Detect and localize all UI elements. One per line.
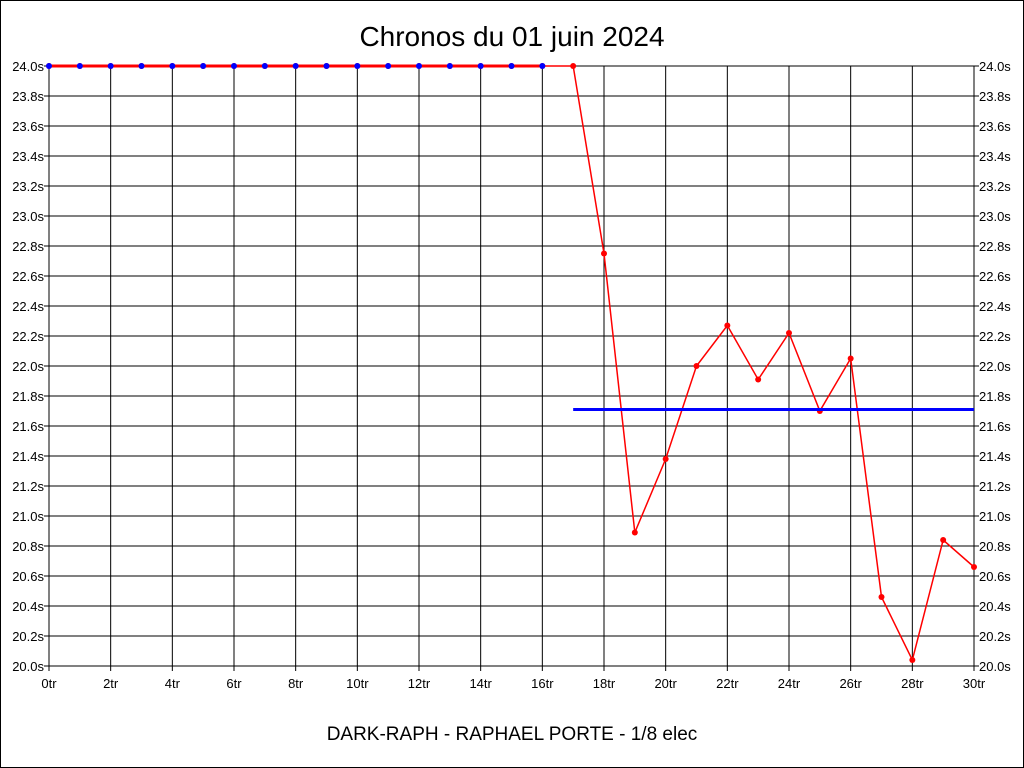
blue-point-top	[447, 63, 453, 69]
lap-time-point	[909, 657, 916, 663]
blue-point-top	[354, 63, 360, 69]
lap-time-point	[786, 330, 792, 336]
y-tick-label-right: 20.4s	[979, 599, 1011, 614]
chart-title: Chronos du 01 juin 2024	[359, 21, 664, 52]
y-tick-label-right: 21.6s	[979, 419, 1011, 434]
x-tick-label: 0tr	[41, 676, 57, 691]
blue-point-top	[139, 63, 144, 69]
y-tick-label-left: 24.0s	[12, 59, 44, 74]
series-layer	[46, 63, 977, 663]
x-tick-label: 2tr	[103, 676, 119, 691]
lap-time-point	[724, 322, 731, 329]
y-tick-label-left: 20.0s	[12, 659, 44, 674]
y-tick-label-right: 22.6s	[979, 269, 1011, 284]
lap-time-point	[570, 63, 577, 69]
y-tick-label-right: 22.8s	[979, 239, 1011, 254]
blue-point-top	[108, 63, 114, 69]
lap-time-point	[940, 537, 947, 543]
y-tick-label-right: 21.2s	[979, 479, 1011, 494]
x-tick-label: 20tr	[654, 676, 677, 691]
lap-time-point	[662, 456, 669, 462]
blue-point-top	[509, 63, 514, 69]
blue-point-top	[539, 63, 545, 69]
x-tick-label: 4tr	[165, 676, 181, 691]
x-tick-label: 24tr	[778, 676, 801, 691]
lap-time-point	[631, 529, 638, 536]
y-tick-label-left: 21.4s	[12, 449, 44, 464]
lap-time-point	[601, 250, 607, 257]
y-tick-label-left: 21.2s	[12, 479, 44, 494]
y-tick-label-right: 20.8s	[979, 539, 1011, 554]
y-tick-label-right: 20.2s	[979, 629, 1011, 644]
y-tick-label-left: 23.8s	[12, 89, 44, 104]
lap-time-line	[49, 65, 975, 663]
blue-point-top	[324, 63, 329, 69]
lap-time-point	[971, 564, 977, 570]
y-tick-label-left: 22.0s	[12, 359, 44, 374]
lap-time-point	[693, 363, 700, 369]
lap-time-point	[847, 355, 854, 362]
y-tick-label-right: 21.0s	[979, 509, 1011, 524]
y-tick-label-right: 22.0s	[979, 359, 1011, 374]
y-tick-label-right: 23.8s	[979, 89, 1011, 104]
blue-point-top	[169, 63, 175, 69]
y-tick-label-left: 22.8s	[12, 239, 44, 254]
chart-footer: DARK-RAPH - RAPHAEL PORTE - 1/8 elec	[327, 724, 698, 745]
y-tick-label-right: 22.4s	[979, 299, 1011, 314]
y-tick-label-left: 22.4s	[12, 299, 44, 314]
x-tick-label: 10tr	[346, 676, 369, 691]
y-tick-label-left: 23.6s	[12, 119, 44, 134]
x-tick-label: 14tr	[469, 676, 492, 691]
blue-point-top	[293, 63, 299, 69]
y-tick-label-left: 23.4s	[12, 149, 44, 164]
y-tick-label-right: 21.8s	[979, 389, 1011, 404]
blue-point-top	[77, 63, 83, 69]
y-tick-label-left: 20.8s	[12, 539, 44, 554]
lap-time-point	[755, 376, 762, 383]
axis-ticks: 20.0s 20.0s 20.2s 20.2s 20.4s 20.4s 20.6s 20.6s…	[12, 59, 1011, 691]
y-tick-label-left: 23.0s	[12, 209, 44, 224]
y-tick-label-right: 23.4s	[979, 149, 1011, 164]
x-tick-label: 16tr	[531, 676, 554, 691]
x-tick-label: 12tr	[408, 676, 431, 691]
y-tick-label-right: 23.2s	[979, 179, 1011, 194]
y-tick-label-left: 23.2s	[12, 179, 44, 194]
x-tick-label: 26tr	[839, 676, 862, 691]
y-tick-label-left: 22.2s	[12, 329, 44, 344]
y-tick-label-right: 23.0s	[979, 209, 1011, 224]
blue-point-top	[416, 63, 422, 69]
y-tick-label-left: 21.6s	[12, 419, 44, 434]
blue-point-top	[478, 63, 484, 69]
y-tick-label-right: 23.6s	[979, 119, 1011, 134]
y-tick-label-left: 20.2s	[12, 629, 44, 644]
lap-time-point	[878, 594, 885, 600]
blue-point-top	[46, 63, 52, 69]
y-tick-label-left: 20.4s	[12, 599, 44, 614]
grid	[48, 65, 975, 667]
y-tick-label-right: 24.0s	[979, 59, 1011, 74]
y-tick-label-left: 21.0s	[12, 509, 44, 524]
x-tick-label: 28tr	[901, 676, 924, 691]
blue-point-top	[200, 63, 206, 69]
y-tick-label-right: 20.0s	[979, 659, 1011, 674]
x-tick-label: 30tr	[963, 676, 986, 691]
blue-point-top	[385, 63, 391, 69]
y-tick-label-right: 22.2s	[979, 329, 1011, 344]
x-tick-label: 18tr	[593, 676, 616, 691]
y-tick-label-left: 20.6s	[12, 569, 44, 584]
y-tick-label-left: 22.6s	[12, 269, 44, 284]
y-tick-label-left: 21.8s	[12, 389, 44, 404]
x-tick-label: 8tr	[288, 676, 304, 691]
x-tick-label: 22tr	[716, 676, 739, 691]
y-tick-label-right: 20.6s	[979, 569, 1011, 584]
blue-point-top	[262, 63, 268, 69]
y-tick-label-right: 21.4s	[979, 449, 1011, 464]
blue-point-top	[231, 63, 237, 69]
x-tick-label: 6tr	[226, 676, 242, 691]
